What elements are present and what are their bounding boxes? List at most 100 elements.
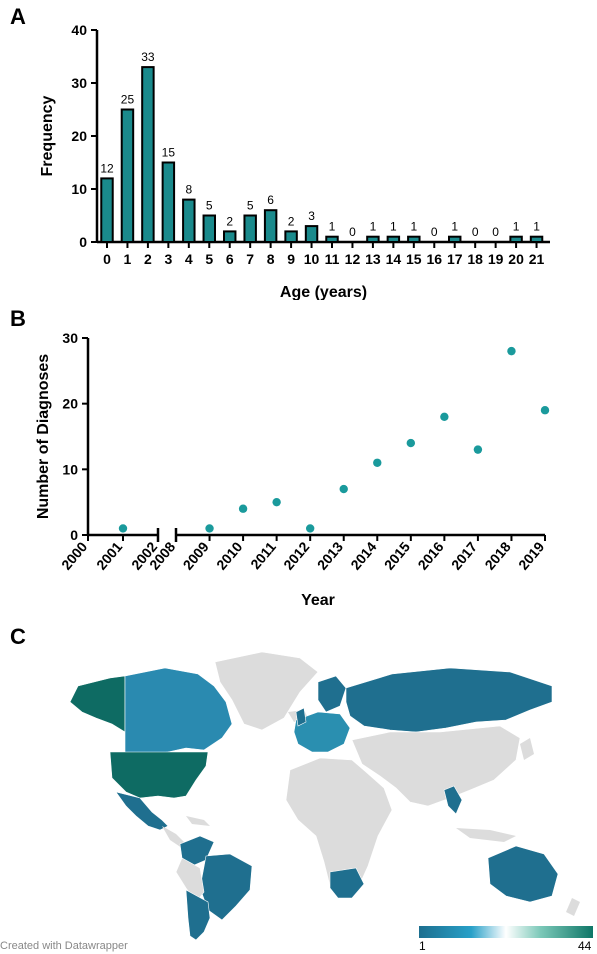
data-label: 0 [472,225,479,239]
data-point [272,497,281,507]
x-tick-label: 3 [164,251,172,267]
data-label: 1 [533,220,540,234]
x-tick-label: 10 [304,251,320,267]
bar [529,235,544,243]
data-label: 3 [308,209,315,223]
x-tick-label: 2014 [347,538,379,572]
map-scandinavia [317,675,347,713]
map-russia [345,667,553,733]
x-tick-label: 2015 [381,538,413,572]
x-tick-label: 2012 [280,538,312,572]
x-tick-label: 14 [386,251,402,267]
data-label: 5 [247,199,254,213]
map-usa [109,751,209,799]
bar [448,235,462,243]
credit-text: Created with Datawrapper [0,940,128,952]
x-tick-label: 11 [325,251,340,267]
data-label: 12 [100,161,114,175]
x-tick-label: 2019 [515,538,547,572]
bar [223,230,237,243]
bar [325,235,339,243]
data-point [440,412,449,421]
x-tick-label: 17 [447,251,463,267]
data-point [373,458,382,467]
y-tick-label: 10 [62,461,78,477]
map-caribbean [186,816,210,826]
data-label: 0 [492,225,499,239]
data-label: 2 [226,214,233,228]
map-thailand [443,785,463,815]
y-axis-title: Frequency [39,95,56,176]
data-label: 1 [329,220,336,234]
data-point [473,445,483,454]
map-japan [520,738,534,760]
map-alaska [69,675,126,733]
x-axis-title: Age (years) [280,284,367,300]
x-tick-label: 2016 [414,538,446,572]
x-tick-label: 2011 [247,538,279,572]
data-point [238,504,248,513]
x-tick-label: 6 [226,251,234,267]
map-canada [124,667,233,755]
y-tick-label: 20 [71,128,87,144]
map-europe [293,711,351,753]
bar [141,66,155,243]
data-label: 25 [121,93,135,107]
legend-min: 1 [419,939,426,953]
map-central-america [162,826,186,848]
bar [263,209,278,243]
data-point [406,438,416,448]
data-label: 15 [162,146,176,160]
world-choropleth-map [0,640,597,941]
x-tick-label: 2000 [58,538,90,572]
map-south-africa [329,867,365,899]
x-tick-label: 21 [529,251,545,267]
y-tick-label: 10 [71,181,87,197]
y-tick-label: 0 [70,527,78,543]
y-tick-label: 30 [62,330,78,346]
map-uk [295,707,307,727]
x-tick-label: 19 [488,251,504,267]
map-australia [487,845,559,903]
x-tick-label: 5 [205,251,213,267]
y-tick-label: 0 [79,234,87,250]
x-tick-label: 13 [365,251,381,267]
data-point [305,524,315,533]
x-tick-label: 9 [287,251,295,267]
y-axis-title: Number of Diagnoses [35,354,52,519]
bar [366,235,380,243]
x-tick-label: 2013 [314,538,346,572]
panel-label-b: B [10,306,26,331]
data-label: 0 [431,225,438,239]
map-africa [285,757,393,899]
bar [284,230,298,243]
data-label: 8 [185,183,192,197]
y-tick-label: 30 [71,75,87,91]
x-tick-label: 2001 [93,538,125,572]
legend-max: 44 [578,939,592,953]
bar [407,235,421,243]
map-argentina [185,889,211,941]
color-legend-bar [419,926,593,938]
panel-label-a: A [10,4,26,29]
bar [386,235,401,243]
x-tick-label: 0 [103,251,111,267]
data-label: 2 [288,214,295,228]
data-point [205,524,214,533]
x-axis-title: Year [301,592,335,609]
data-point [540,406,550,415]
bar [509,235,523,243]
y-tick-label: 20 [62,396,78,412]
x-tick-label: 12 [345,251,361,267]
data-label: 1 [513,220,520,234]
data-label: 6 [267,193,274,207]
bar [304,225,319,244]
data-label: 1 [410,220,417,234]
data-label: 33 [141,50,155,64]
y-tick-label: 40 [71,22,87,38]
bar [243,214,257,243]
x-tick-label: 2 [144,251,152,267]
map-greenland [214,651,319,731]
data-label: 1 [390,220,397,234]
data-label: 1 [451,220,458,234]
